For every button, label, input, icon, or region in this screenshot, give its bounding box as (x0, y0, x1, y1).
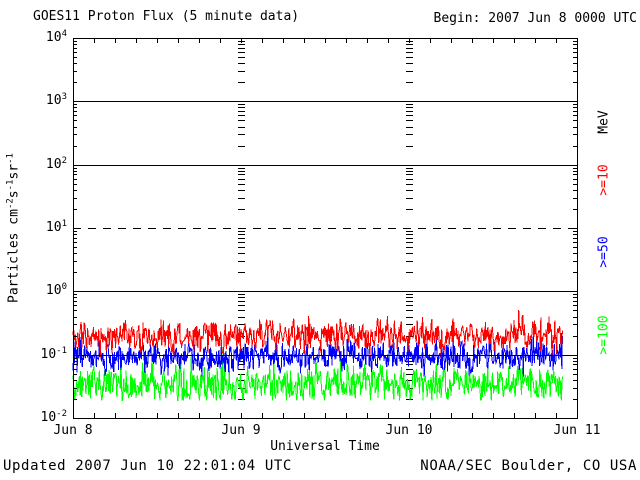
axis-ticks (73, 38, 577, 418)
y-tick-label: 10-1 (40, 345, 68, 362)
y-tick-label: 102 (45, 155, 67, 172)
series-100-line (72, 349, 563, 402)
x-axis-title: Universal Time (270, 439, 380, 454)
channel-label-100: >=100 (596, 315, 612, 355)
flux-series (72, 309, 563, 402)
x-tick-label: Jun 11 (553, 423, 601, 438)
x-tick-label: Jun 9 (221, 423, 261, 438)
y-tick-label: 100 (45, 282, 67, 299)
decade-gridlines (73, 101, 577, 356)
channel-label-MeV: MeV (596, 110, 612, 134)
y-tick-label: 104 (45, 29, 67, 45)
series-10-line (72, 309, 563, 358)
y-tick-label: 101 (45, 219, 67, 235)
channel-label-10: >=10 (596, 164, 612, 196)
y-tick-label: 103 (45, 92, 67, 109)
chart-title: GOES11 Proton Flux (5 minute data) (33, 9, 300, 24)
x-tick-label: Jun 8 (53, 423, 93, 438)
y-tick-label: 10-2 (40, 409, 68, 425)
begin-time-label: Begin: 2007 Jun 8 0000 UTC (433, 11, 638, 26)
updated-timestamp: Updated 2007 Jun 10 22:01:04 UTC (3, 458, 292, 474)
source-attribution: NOAA/SEC Boulder, CO USA (420, 458, 637, 474)
x-tick-label: Jun 10 (385, 423, 433, 438)
series-50-line (72, 332, 563, 377)
day-boundary-gridlines (238, 41, 413, 400)
channel-label-50: >=50 (596, 236, 612, 268)
